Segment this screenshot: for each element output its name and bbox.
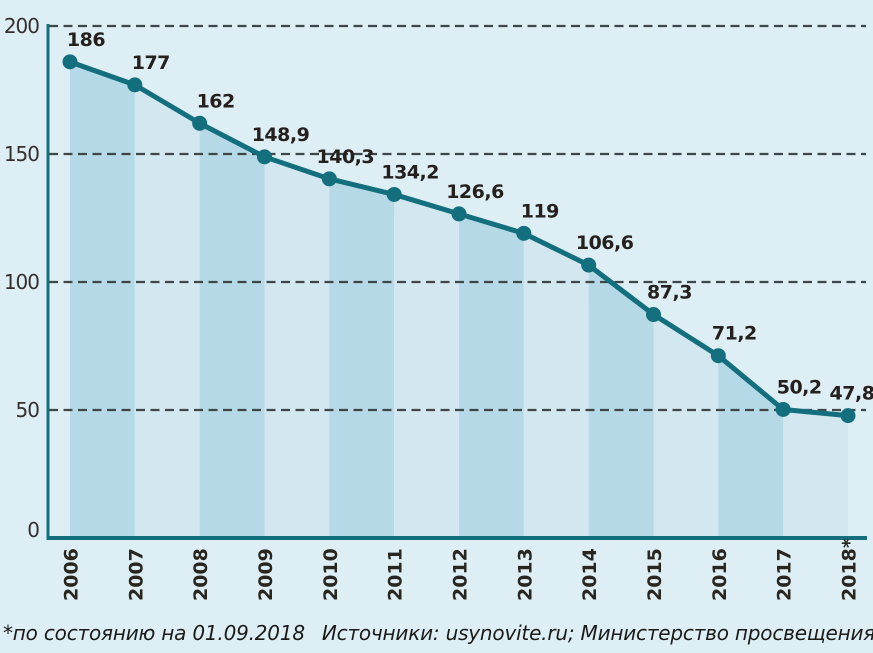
data-point-marker (581, 257, 597, 273)
x-axis-year-label: 2011 (385, 548, 407, 601)
area-band-segment (70, 61, 135, 539)
x-axis-year-label: 2009 (255, 548, 277, 601)
value-label: 186 (67, 29, 105, 51)
footnote-note: *по состоянию на 01.09.2018 (3, 621, 305, 645)
data-point-marker (710, 348, 726, 364)
data-point-marker (646, 307, 661, 323)
x-axis-year-label: 2007 (125, 548, 147, 601)
data-point-marker (451, 206, 467, 222)
value-label: 140,3 (317, 146, 375, 168)
value-label: 148,9 (252, 124, 310, 146)
value-label: 177 (132, 52, 170, 74)
x-axis-year-label: 2017 (774, 548, 796, 601)
data-point-marker (127, 77, 143, 93)
area-band-segment (653, 314, 719, 538)
value-label: 50,2 (777, 376, 822, 398)
value-label: 47,8 (830, 383, 873, 405)
data-point-marker (257, 149, 272, 165)
area-band-segment (588, 265, 654, 538)
area-band-segment (718, 355, 784, 538)
area-band-segment (199, 123, 265, 538)
data-point-marker (386, 186, 402, 202)
value-label: 71,2 (712, 323, 757, 345)
area-band-segment (264, 156, 330, 539)
x-axis-year-label: 2010 (320, 548, 342, 601)
x-axis-year-label: 2013 (514, 548, 536, 601)
y-axis-tick-label: 150 (4, 142, 39, 166)
data-point-marker (775, 401, 791, 417)
data-point-marker (516, 225, 532, 241)
footnote-sources: Источники: usynovite.ru; Министерство пр… (321, 621, 873, 645)
value-label: 106,6 (576, 232, 634, 254)
area-band-segment (783, 409, 848, 538)
data-point-marker (840, 408, 856, 424)
y-axis-tick-label: 50 (16, 398, 40, 422)
area-band-segment (523, 233, 589, 539)
value-label: 87,3 (647, 282, 692, 304)
y-axis-tick-label: 200 (4, 14, 39, 38)
x-axis-year-label: 2016 (709, 548, 731, 601)
data-point-marker (192, 115, 208, 131)
x-axis-year-label: 2012 (450, 548, 472, 601)
data-point-marker (62, 54, 78, 70)
x-axis-year-label: 2018* (839, 538, 861, 601)
y-axis-tick-label: 100 (4, 270, 39, 294)
value-label: 126,6 (446, 181, 504, 203)
y-axis-tick-label: 0 (27, 518, 39, 542)
value-label: 162 (197, 90, 235, 112)
footnote: *по состоянию на 01.09.2018 Источники: us… (3, 621, 873, 645)
area-band-segment (134, 84, 200, 538)
adoption-statistics-area-chart: 186 177 162 148,9 140,3 134,2 126,6 119 106,6 87,… (4, 14, 873, 601)
x-axis-year-label: 2014 (579, 548, 601, 601)
data-point-marker (321, 171, 337, 187)
x-axis-year-label: 2006 (61, 548, 83, 601)
area-band-segment (329, 178, 395, 538)
x-axis-year-label: 2015 (644, 548, 666, 601)
value-label: 119 (521, 200, 559, 222)
area-band-segment (459, 213, 524, 539)
x-axis-year-label: 2008 (190, 548, 212, 601)
area-band-segment (394, 194, 459, 538)
value-label: 134,2 (381, 161, 439, 183)
